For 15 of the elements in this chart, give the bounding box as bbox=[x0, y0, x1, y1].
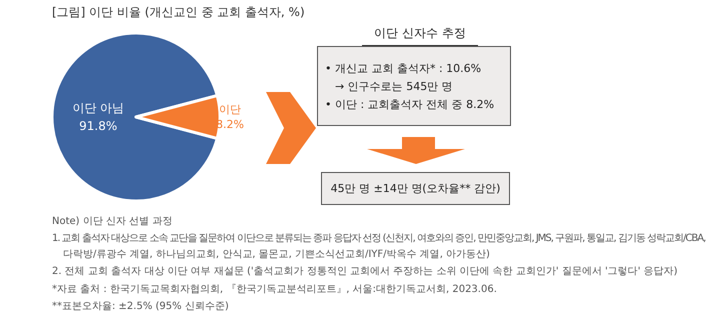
text: 이단 신자수 추정 bbox=[374, 26, 466, 40]
text: → 인구수로는 545만 명 bbox=[335, 80, 453, 93]
text: • 이단 : 교회출석자 전체 중 8.2% bbox=[325, 98, 494, 111]
text: 다락방/류광수 계열, 하나님의교회, 안식교, 몰몬교, 기쁜소식선교회/IYF/박옥수 계열, 아가동산) bbox=[63, 249, 490, 260]
text: 45만 명 ±14만 명(오차율** 감안) bbox=[330, 181, 500, 196]
data-label: 91.8% bbox=[79, 119, 118, 133]
text: **표본오차율: ±2.5% (95% 신뢰수준) bbox=[52, 300, 229, 312]
text: 1. 교회 출석자 대상으로 소속 교단을 질문하여 이단으로 분류되는 종파 응답자 선정 (신천지, 여호와의 증인, 만민중앙교회, JMS, 구원파, 통일교, 김기동 성락교회/CBA, bbox=[52, 232, 706, 244]
slice-label: 이단 아님 bbox=[72, 101, 124, 115]
chart-title: [그림] 이단 비율 (개신교인 중 교회 출석자, %) bbox=[52, 5, 305, 19]
text: *자료 출처 : 한국기독교목회자협의회, 『한국기독교분석리포트』, 서울:대한기독교서회, 2023.06. bbox=[52, 284, 497, 295]
text: Note) 이단 신자 선별 과정 bbox=[52, 216, 172, 227]
slice-label: 이단 bbox=[219, 103, 241, 116]
text: 2. 전체 교회 출석자 대상 이단 여부 재설문 ('출석교회가 정통적인 교회에서 주장하는 소위 이단에 속한 교회인가' 질문에서 '그렇다' 응답자) bbox=[52, 266, 678, 276]
text: • 개신교 교회 출석자* : 10.6% bbox=[325, 62, 482, 75]
